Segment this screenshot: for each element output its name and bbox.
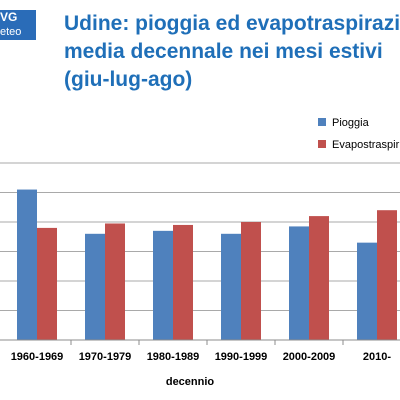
bar-pioggia-2000-2009 [289, 226, 309, 340]
bar-pioggia-1990-1999 [221, 233, 241, 340]
bar-pioggia-1980-1989 [153, 230, 173, 340]
bar-pioggia-2010- [357, 242, 377, 340]
x-tick-label: 2000-2009 [283, 351, 336, 363]
chart-title-line-2: media decennale nei mesi estivi [64, 40, 383, 63]
bar-evapostraspir-2010- [377, 210, 397, 340]
legend-swatch-pioggia [318, 118, 326, 126]
x-tick-label: 1990-1999 [215, 351, 268, 363]
tick-labels: 1960-1969 1970-1979 1980-1989 1990-1999 2000… [11, 351, 392, 363]
chart-title-line-1: Udine: pioggia ed evapotraspirazio [64, 12, 400, 35]
chart-title: Udine: pioggia ed evapotraspirazio media… [64, 10, 400, 94]
legend-label-pioggia: Pioggia [332, 117, 370, 129]
bar-pioggia-1970-1979 [85, 233, 105, 340]
x-tick-label: 1970-1979 [79, 351, 132, 363]
gridlines [0, 162, 400, 311]
bar-pioggia-1960-1969 [17, 189, 37, 340]
legend-swatch-evapostraspir [318, 140, 326, 148]
legend-label-evapostraspir: Evapostraspir [332, 139, 400, 151]
chart-title-line-3: (giu-lug-ago) [64, 68, 193, 91]
brand-logo: VG eteo [0, 10, 36, 40]
bar-evapostraspir-1960-1969 [37, 227, 57, 340]
bar-evapostraspir-1970-1979 [105, 223, 125, 340]
x-tick-label: 1980-1989 [147, 351, 200, 363]
x-tick-label: 2010- [363, 351, 391, 363]
logo-text-bottom: eteo [0, 26, 22, 38]
x-axis-title: decennio [166, 376, 215, 388]
bar-evapostraspir-2000-2009 [309, 216, 329, 340]
axes [0, 339, 400, 345]
bar-evapostraspir-1990-1999 [241, 222, 261, 340]
x-tick-label: 1960-1969 [11, 351, 64, 363]
bar-evapostraspir-1980-1989 [173, 224, 193, 340]
legend: Pioggia Evapostraspir [318, 117, 400, 151]
bars [17, 189, 397, 340]
logo-text-top: VG [0, 10, 18, 24]
